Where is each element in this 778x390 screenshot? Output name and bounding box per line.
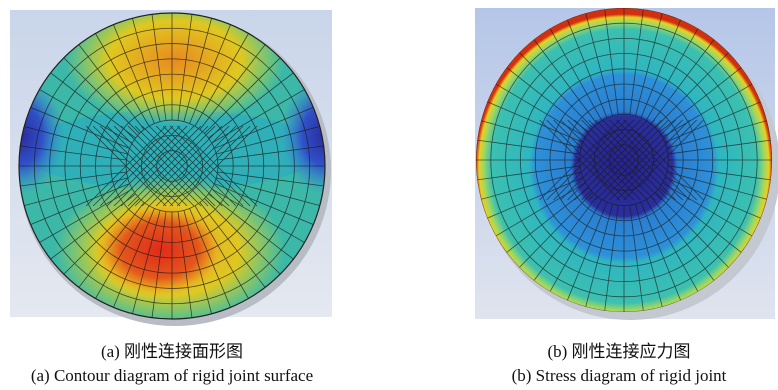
caption-zh: (b) 刚性连接应力图 <box>460 337 778 362</box>
caption-en: (a) Contour diagram of rigid joint surfa… <box>0 366 344 386</box>
figure-images <box>0 0 778 330</box>
caption-zh: (a) 刚性连接面形图 <box>0 337 344 362</box>
page: {"figures": [ {"caption_zh": "(a) 刚性连接面形… <box>0 0 778 390</box>
caption-en: (b) Stress diagram of rigid joint <box>460 366 778 386</box>
